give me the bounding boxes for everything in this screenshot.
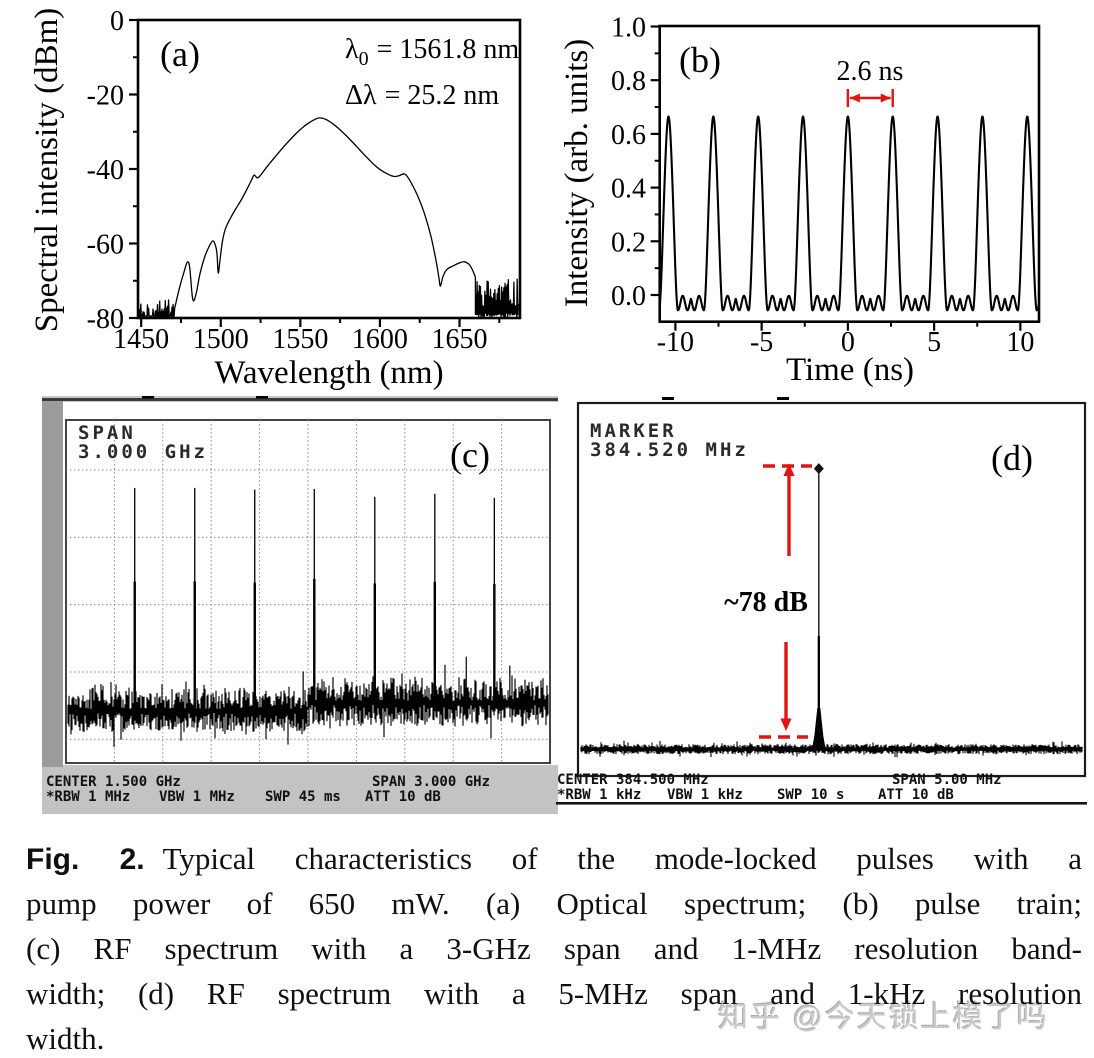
panel-d-rf-spectrum-5mhz: MARKER 384.520 MHz (d) ~78 dB CENTER 384…: [556, 396, 1087, 814]
footer-swp: SWP 45 ms: [265, 789, 341, 805]
figure-number: Fig. 2.: [26, 843, 145, 876]
crop-mark: [777, 397, 789, 400]
svg-text:0: 0: [841, 327, 855, 358]
lambda-subscript: 0: [359, 48, 369, 70]
caption-line-3: (c) RF spectrum with a 3-GHz span and 1-…: [26, 931, 1082, 966]
screen-span-value: 3.000 GHz: [78, 441, 208, 463]
delta-lambda-symbol: Δλ: [345, 80, 377, 111]
svg-text:1550: 1550: [272, 324, 328, 355]
pulse-train-plot: 0.0 0.2 0.4 0.6 0.8 1.0 -10 -5 0 5 10 Intensity (a…: [559, 13, 1041, 388]
footer-vbw: VBW 1 MHz: [159, 789, 235, 805]
caption-text: Typical characteristics of the mode-lock…: [162, 841, 1082, 876]
svg-text:1600: 1600: [352, 324, 408, 355]
rf-spectrum-3ghz-screen: SPAN 3.000 GHz (c) CENTER 1.500 GHz SPAN…: [42, 396, 558, 814]
footer-vbw: VBW 1 kHz: [667, 787, 743, 803]
footer-underline: [556, 802, 1087, 805]
footer-center: CENTER 384.500 MHz: [557, 772, 709, 788]
svg-text:1500: 1500: [193, 324, 249, 355]
footer-band: [42, 767, 558, 814]
svg-text:0.2: 0.2: [611, 227, 646, 258]
screen-span-label: SPAN: [78, 422, 136, 444]
crop-mark: [142, 396, 154, 399]
watermark: 知乎 @今天锁上模了吗: [718, 1001, 1049, 1034]
bezel-top-line: [42, 398, 558, 401]
footer-span: SPAN 5.00 MHz: [892, 772, 1002, 788]
svg-text:0.4: 0.4: [611, 174, 646, 205]
footer-center: CENTER 1.500 GHz: [46, 774, 181, 790]
svg-text:1650: 1650: [432, 324, 488, 355]
caption-line-2: pump power of 650 mW. (a) Optical spectr…: [26, 886, 1082, 921]
panel-a-optical-spectrum: 0 -20 -40 -60 -80 1450 1500 1550 1600 1650 Spectr…: [0, 0, 547, 395]
footer-att: ATT 10 dB: [878, 787, 954, 803]
svg-text:-60: -60: [87, 230, 124, 261]
crop-mark: [256, 396, 268, 399]
x-axis-label: Time (ns): [786, 352, 914, 388]
center-wavelength-annotation: λ0 = 1561.8 nm: [345, 34, 519, 70]
x-axis-label: Wavelength (nm): [214, 355, 443, 391]
lambda-symbol: λ: [345, 34, 359, 65]
panel-label-c: (c): [450, 435, 490, 475]
figure-caption: Fig. 2. Typical characteristics of the mo…: [26, 836, 1082, 1058]
panel-label-d: (d): [991, 438, 1033, 478]
svg-text:-40: -40: [87, 155, 124, 186]
svg-text:0: 0: [110, 6, 124, 37]
bandwidth-annotation: Δλ = 25.2 nm: [345, 80, 499, 111]
bezel-left-strip: [42, 401, 63, 767]
crop-mark: [662, 397, 674, 400]
rf-trace-3ghz: [66, 420, 550, 763]
svg-text:1.0: 1.0: [611, 13, 646, 44]
lambda-value: = 1561.8 nm: [377, 34, 520, 65]
footer-rbw: *RBW 1 kHz: [557, 787, 641, 803]
svg-text:0.6: 0.6: [611, 120, 646, 151]
panel-label-b: (b): [679, 40, 721, 80]
caption-line-4: width; (d) RF spectrum with a 5-MHz span…: [26, 976, 1082, 1011]
footer-rbw: *RBW 1 MHz: [46, 789, 130, 805]
svg-text:-20: -20: [87, 81, 124, 112]
snr-annotation: ~78 dB: [724, 587, 808, 618]
footer-att: ATT 10 dB: [365, 789, 441, 805]
svg-text:1450: 1450: [113, 324, 169, 355]
svg-text:-5: -5: [750, 327, 773, 358]
caption-line-1: Fig. 2. Typical characteristics of the mo…: [26, 836, 1082, 881]
graticule-area: [576, 401, 1087, 778]
svg-text:0.0: 0.0: [611, 281, 646, 312]
y-axis-label: Intensity (arb. units): [559, 39, 595, 308]
panel-label-a: (a): [160, 34, 200, 74]
svg-text:-80: -80: [87, 304, 124, 335]
svg-text:5: 5: [927, 327, 941, 358]
footer-swp: SWP 10 s: [777, 787, 844, 803]
caption-line-5: width.: [26, 1021, 105, 1056]
panel-b-pulse-train: 0.0 0.2 0.4 0.6 0.8 1.0 -10 -5 0 5 10 Intensity (a…: [547, 0, 1094, 395]
delta-lambda-value: = 25.2 nm: [385, 80, 500, 111]
rf-trace-5mhz: [580, 463, 1083, 758]
svg-text:-10: -10: [657, 327, 694, 358]
footer-span: SPAN 3.000 GHz: [372, 774, 490, 790]
screen-marker-value: 384.520 MHz: [590, 439, 749, 461]
screen-marker-label: MARKER: [590, 420, 677, 442]
pulse-train-axes-and-curve: 0.0 0.2 0.4 0.6 0.8 1.0 -10 -5 0 5 10: [611, 13, 1041, 358]
pulse-period-annotation: 2.6 ns: [837, 56, 904, 87]
panel-c-rf-spectrum-3ghz: SPAN 3.000 GHz (c) CENTER 1.500 GHz SPAN…: [42, 396, 558, 814]
svg-text:0.8: 0.8: [611, 66, 646, 97]
y-axis-label: Spectral intensity (dBm): [29, 8, 65, 332]
rf-spectrum-5mhz-screen: MARKER 384.520 MHz (d) ~78 dB CENTER 384…: [556, 397, 1087, 805]
svg-text:10: 10: [1006, 327, 1034, 358]
